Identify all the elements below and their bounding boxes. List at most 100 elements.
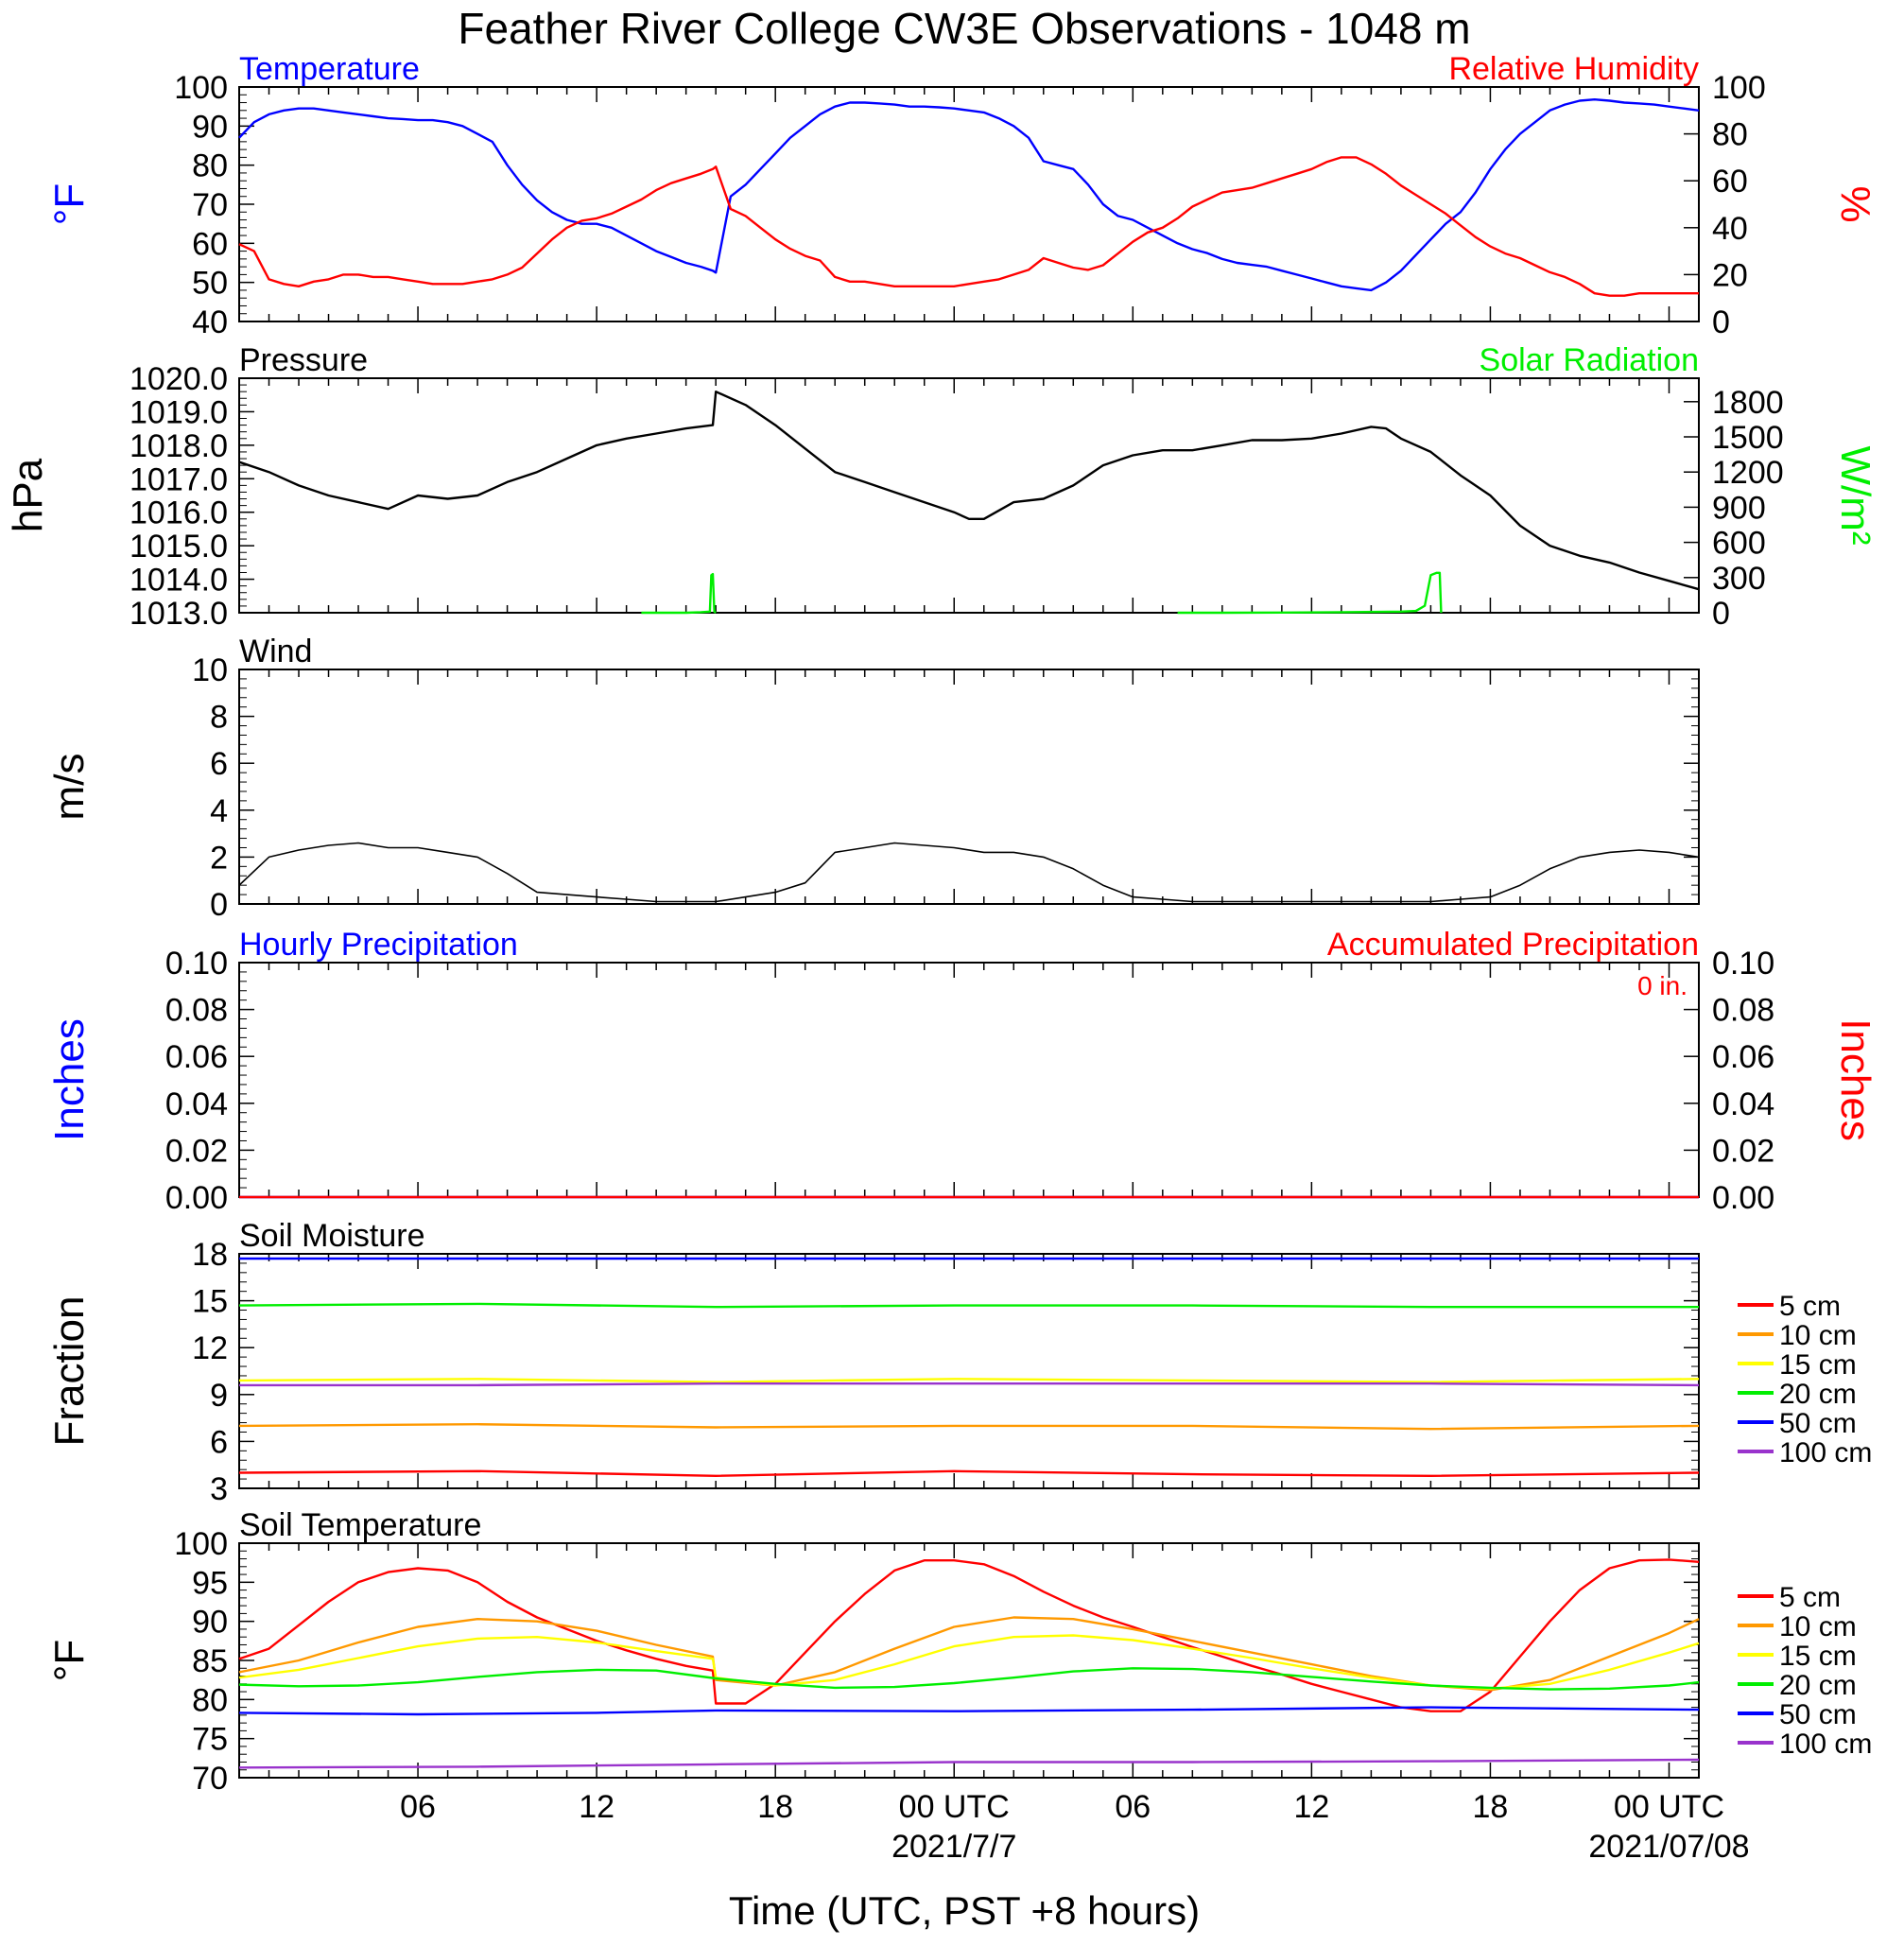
x-tick-label: 00 UTC bbox=[1614, 1789, 1724, 1825]
legend-label: 5 cm bbox=[1779, 1582, 1841, 1613]
y-tick-label: 60 bbox=[192, 226, 228, 262]
y-right-tick-label: 80 bbox=[1712, 117, 1748, 153]
y-tick-label: 0.04 bbox=[165, 1086, 228, 1122]
y-tick-label: 80 bbox=[192, 148, 228, 184]
legend-label: 50 cm bbox=[1779, 1699, 1857, 1730]
series-line-solar-radiation bbox=[641, 572, 717, 615]
panel-title-right: Relative Humidity bbox=[1448, 51, 1699, 87]
y-tick-label: 70 bbox=[192, 1761, 228, 1797]
y-tick-label: 3 bbox=[210, 1471, 228, 1507]
y-right-tick-label: 0.00 bbox=[1712, 1180, 1774, 1216]
x-date-label: 2021/07/08 bbox=[1588, 1829, 1749, 1865]
y-tick-label: 15 bbox=[192, 1284, 228, 1320]
y-axis-label: °F bbox=[46, 183, 93, 225]
y-right-tick-label: 0 bbox=[1712, 596, 1730, 632]
x-tick-label: 18 bbox=[1473, 1789, 1509, 1825]
y-tick-label: 1018.0 bbox=[130, 428, 228, 464]
y-right-tick-label: 0 bbox=[1712, 304, 1730, 340]
y-right-tick-label: 1800 bbox=[1712, 385, 1784, 421]
y-right-tick-label: 900 bbox=[1712, 490, 1766, 526]
series-line-100-cm bbox=[239, 1381, 1700, 1387]
x-axis-label: Time (UTC, PST +8 hours) bbox=[729, 1888, 1200, 1933]
y-tick-label: 9 bbox=[210, 1378, 228, 1414]
y-axis-label: m/s bbox=[46, 754, 93, 821]
y-tick-label: 1014.0 bbox=[130, 563, 228, 599]
y-tick-label: 40 bbox=[192, 304, 228, 340]
y-tick-label: 10 bbox=[192, 652, 228, 688]
y-right-tick-label: 1200 bbox=[1712, 455, 1784, 491]
y-tick-label: 1015.0 bbox=[130, 529, 228, 565]
y-right-tick-label: 0.04 bbox=[1712, 1086, 1774, 1122]
series-line-20-cm bbox=[238, 1667, 1700, 1691]
y-tick-label: 6 bbox=[210, 746, 228, 782]
y-tick-label: 2 bbox=[210, 840, 228, 876]
panel-title-left: Hourly Precipitation bbox=[239, 927, 518, 963]
y-right-tick-label: 300 bbox=[1712, 561, 1766, 597]
y-tick-label: 0.02 bbox=[165, 1133, 228, 1169]
series-line-20-cm bbox=[238, 1302, 1699, 1309]
y-right-tick-label: 0.06 bbox=[1712, 1039, 1774, 1075]
y-axis-label-right: W/m² bbox=[1832, 445, 1878, 545]
y-axis-label: Inches bbox=[46, 1018, 93, 1141]
series-line-15-cm bbox=[238, 1378, 1700, 1383]
series-line-100-cm bbox=[238, 1758, 1700, 1769]
y-right-tick-label: 0.10 bbox=[1712, 946, 1774, 982]
y-right-tick-label: 40 bbox=[1712, 211, 1748, 247]
y-tick-label: 90 bbox=[192, 1605, 228, 1641]
panel-title-left: Soil Temperature bbox=[239, 1507, 481, 1543]
y-tick-label: 100 bbox=[174, 70, 228, 106]
legend-label: 50 cm bbox=[1779, 1408, 1857, 1439]
y-tick-label: 0.08 bbox=[165, 993, 228, 1029]
legend-label: 5 cm bbox=[1779, 1291, 1841, 1322]
x-tick-label: 06 bbox=[400, 1789, 436, 1825]
y-tick-label: 4 bbox=[210, 793, 228, 829]
panel-title-right: Accumulated Precipitation bbox=[1327, 927, 1699, 963]
legend-label: 15 cm bbox=[1779, 1641, 1857, 1672]
plot-frame bbox=[238, 1253, 1700, 1489]
y-tick-label: 75 bbox=[192, 1722, 228, 1758]
plot-frame bbox=[238, 669, 1700, 905]
panel-annotation: 0 in. bbox=[1637, 971, 1688, 1000]
series-line-temperature bbox=[238, 97, 1700, 292]
y-tick-label: 70 bbox=[192, 187, 228, 223]
panel-title-left: Wind bbox=[239, 634, 312, 669]
y-tick-label: 1019.0 bbox=[130, 394, 228, 430]
y-tick-label: 6 bbox=[210, 1424, 228, 1460]
y-axis-label: hPa bbox=[5, 458, 51, 532]
y-tick-label: 100 bbox=[174, 1526, 228, 1562]
y-tick-label: 50 bbox=[192, 266, 228, 302]
panel-precip: 0.00 0.02 0.04 0.06 0.08 0.10 0.00 0.02 0.04 0.06… bbox=[46, 927, 1878, 1216]
legend-label: 100 cm bbox=[1779, 1437, 1872, 1468]
y-tick-label: 0.10 bbox=[165, 946, 228, 982]
y-tick-label: 18 bbox=[192, 1237, 228, 1273]
y-right-tick-label: 0.02 bbox=[1712, 1133, 1774, 1169]
y-tick-label: 1020.0 bbox=[130, 361, 228, 397]
x-tick-label: 06 bbox=[1115, 1789, 1151, 1825]
y-tick-label: 80 bbox=[192, 1682, 228, 1718]
y-right-tick-label: 60 bbox=[1712, 164, 1748, 200]
y-right-tick-label: 600 bbox=[1712, 526, 1766, 562]
panel-wind: 0 2 4 6 8 10 Wind m/s bbox=[46, 634, 1700, 923]
legend-label: 100 cm bbox=[1779, 1729, 1872, 1760]
x-tick-label: 18 bbox=[757, 1789, 793, 1825]
y-tick-label: 95 bbox=[192, 1565, 228, 1601]
panel-pressure-solar: 1013.01014.01015.01016.01017.01018.01019… bbox=[5, 342, 1878, 632]
y-tick-label: 0.00 bbox=[165, 1180, 228, 1216]
figure-title: Feather River College CW3E Observations … bbox=[458, 4, 1470, 53]
x-tick-label: 12 bbox=[579, 1789, 614, 1825]
y-axis-label: Fraction bbox=[46, 1296, 93, 1447]
y-tick-label: 85 bbox=[192, 1643, 228, 1679]
plot-frame bbox=[238, 377, 1700, 614]
panel-title-left: Pressure bbox=[239, 342, 368, 378]
y-axis-label-right: Inches bbox=[1832, 1018, 1878, 1141]
y-tick-label: 12 bbox=[192, 1330, 228, 1366]
series-line-wind bbox=[238, 842, 1700, 903]
x-date-label: 2021/7/7 bbox=[891, 1829, 1016, 1865]
series-line-solar-radiation-day-2- bbox=[1177, 571, 1443, 615]
y-tick-label: 8 bbox=[210, 700, 228, 736]
